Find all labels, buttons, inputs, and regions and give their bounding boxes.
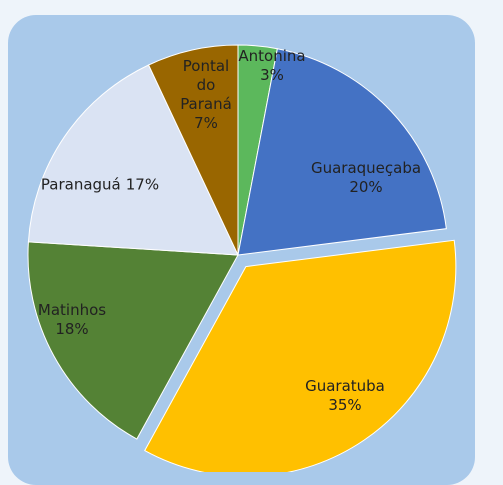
- value-label: 18%: [55, 320, 89, 338]
- chart: [27, 44, 457, 472]
- slice-label: Paranaguá 17%: [20, 176, 180, 195]
- category-name: Guaraqueçaba: [310, 159, 422, 177]
- category-name: Pontal do Paraná: [180, 57, 232, 113]
- slice-label: Pontal do Paraná 7%: [176, 57, 236, 133]
- value-label: 17%: [125, 175, 160, 194]
- pie-slice: [27, 64, 239, 256]
- category-name: Paranaguá: [40, 175, 121, 194]
- value-label: 3%: [260, 66, 284, 84]
- slice-label: Guaratuba 35%: [265, 377, 425, 415]
- slice-label: Matinhos 18%: [22, 301, 122, 339]
- pie-slice: [147, 44, 239, 256]
- category-name: Matinhos: [37, 301, 107, 319]
- slice-label: Antonina 3%: [232, 47, 312, 85]
- value-label: 20%: [349, 178, 383, 196]
- value-label: 7%: [194, 114, 218, 132]
- screenshot: Antonina 3% Guaraqueçaba 20% Guaratuba 35% Mat…: [8, 15, 475, 485]
- slice-label: Guaraqueçaba 20%: [286, 159, 446, 197]
- pie-slice: [27, 241, 239, 440]
- pie-slice: [237, 48, 447, 256]
- category-name: Guaratuba: [305, 377, 385, 395]
- value-label: 35%: [328, 396, 362, 414]
- category-name: Antonina: [238, 47, 306, 65]
